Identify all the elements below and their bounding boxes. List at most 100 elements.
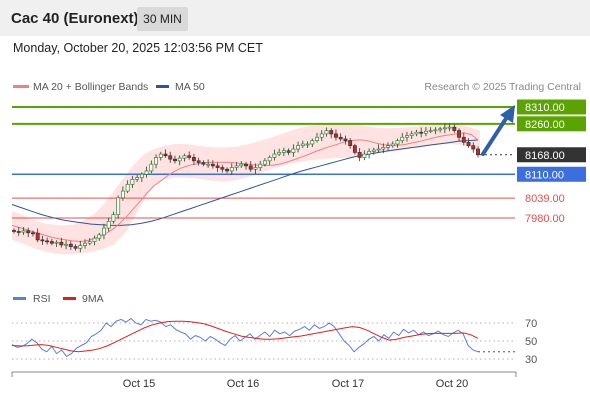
candle-body xyxy=(329,130,334,135)
candle-body xyxy=(362,153,367,158)
candle-body xyxy=(272,153,277,158)
candle-body xyxy=(296,145,301,150)
level-label-8110-00: 8110.00 xyxy=(525,169,564,181)
x-tick-label: Oct 17 xyxy=(332,378,364,390)
candle-body xyxy=(130,178,135,185)
candle-body xyxy=(277,152,282,155)
candle-body xyxy=(400,136,405,141)
candle-body xyxy=(338,136,343,140)
legend-ma20-label: MA 20 + Bollinger Bands xyxy=(33,81,148,93)
candle-body xyxy=(35,232,40,241)
candle-body xyxy=(45,240,50,243)
legend-ma20-swatch xyxy=(13,85,29,88)
candle-body xyxy=(286,150,291,153)
candle-body xyxy=(371,149,376,152)
candle-body xyxy=(116,197,121,215)
candle-body xyxy=(300,143,305,147)
timeframe-badge[interactable]: 30 MIN xyxy=(137,7,188,31)
legend-9ma-label: 9MA xyxy=(82,293,104,305)
candle-body xyxy=(324,130,329,135)
candle-body xyxy=(291,148,296,153)
candle-body xyxy=(135,177,140,180)
candle-body xyxy=(87,241,92,244)
level-tag-8310-00 xyxy=(517,99,586,115)
chart-datetime: Monday, October 20, 2025 12:03:56 PM CET xyxy=(13,41,263,55)
candle-body xyxy=(442,127,447,130)
candle-body xyxy=(78,245,83,249)
candle-body xyxy=(149,163,154,172)
candle-body xyxy=(111,214,116,222)
candle-body xyxy=(210,163,215,167)
instrument-title: Cac 40 (Euronext) xyxy=(11,10,139,27)
candle-body xyxy=(357,152,362,158)
candle-body xyxy=(158,153,163,158)
candle-body xyxy=(106,221,111,229)
level-label-7980-00: 7980.00 xyxy=(525,213,565,225)
candle-body xyxy=(177,157,182,162)
chart-header: Cac 40 (Euronext) 30 MIN xyxy=(0,0,590,36)
rsi-tick-70: 70 xyxy=(525,318,537,330)
candle-body xyxy=(466,141,471,147)
rsi-tick-50: 50 xyxy=(525,336,537,348)
candle-body xyxy=(476,148,480,156)
candle-body xyxy=(139,173,144,178)
candle-body xyxy=(206,163,211,166)
candle-body xyxy=(102,227,106,236)
candle-body xyxy=(452,126,457,131)
candle-body xyxy=(244,163,248,167)
candle-body xyxy=(54,241,59,244)
candle-body xyxy=(376,148,381,151)
candle-body xyxy=(343,138,348,141)
candle-body xyxy=(334,133,338,138)
candle-body xyxy=(21,230,26,233)
candle-body xyxy=(310,140,315,145)
candle-body xyxy=(154,157,158,165)
candle-body xyxy=(381,147,386,150)
candle-body xyxy=(68,243,73,247)
candle-body xyxy=(40,239,45,242)
level-label-8260-00: 8260.00 xyxy=(525,119,565,131)
candle-body xyxy=(428,130,433,132)
candle-body xyxy=(173,158,177,162)
candle-body xyxy=(395,140,400,145)
level-tag-8260-00 xyxy=(517,116,586,132)
candle-body xyxy=(191,157,196,162)
candle-body xyxy=(125,184,130,192)
candle-body xyxy=(201,162,206,165)
trend-arrow-head xyxy=(500,105,515,123)
candle-body xyxy=(196,160,201,163)
level-tag-8168-00 xyxy=(517,147,586,163)
candle-body xyxy=(92,237,97,242)
candle-body xyxy=(215,165,220,168)
candle-body xyxy=(59,241,64,246)
candle-body xyxy=(49,241,54,244)
candle-body xyxy=(281,150,286,153)
candle-body xyxy=(248,165,253,170)
x-tick-label: Oct 15 xyxy=(123,378,155,390)
rsi-ma-line xyxy=(11,320,479,353)
x-tick-label: Oct 16 xyxy=(227,378,259,390)
candle-body xyxy=(163,153,168,157)
rsi-line xyxy=(11,317,479,357)
candle-body xyxy=(367,151,372,155)
candle-body xyxy=(433,129,438,132)
candle-body xyxy=(97,234,102,239)
legend-rsi-swatch xyxy=(13,297,26,300)
candle-body xyxy=(239,163,244,167)
x-tick-label: Oct 20 xyxy=(436,378,468,390)
level-label-8039-00: 8039.00 xyxy=(525,193,565,205)
candle-body xyxy=(262,160,267,165)
candle-body xyxy=(352,145,357,153)
trend-arrow-shaft xyxy=(481,115,509,156)
candle-body xyxy=(447,126,452,129)
chart-credit: Research © 2025 Trading Central xyxy=(424,81,581,93)
candle-body xyxy=(348,140,353,147)
legend-ma50-label: MA 50 xyxy=(175,81,205,93)
candle-body xyxy=(168,155,173,160)
candle-body xyxy=(319,133,324,138)
candle-body xyxy=(253,167,258,170)
legend-9ma-swatch xyxy=(63,297,76,300)
candle-body xyxy=(305,143,310,146)
level-tag-8110-00 xyxy=(517,166,586,182)
